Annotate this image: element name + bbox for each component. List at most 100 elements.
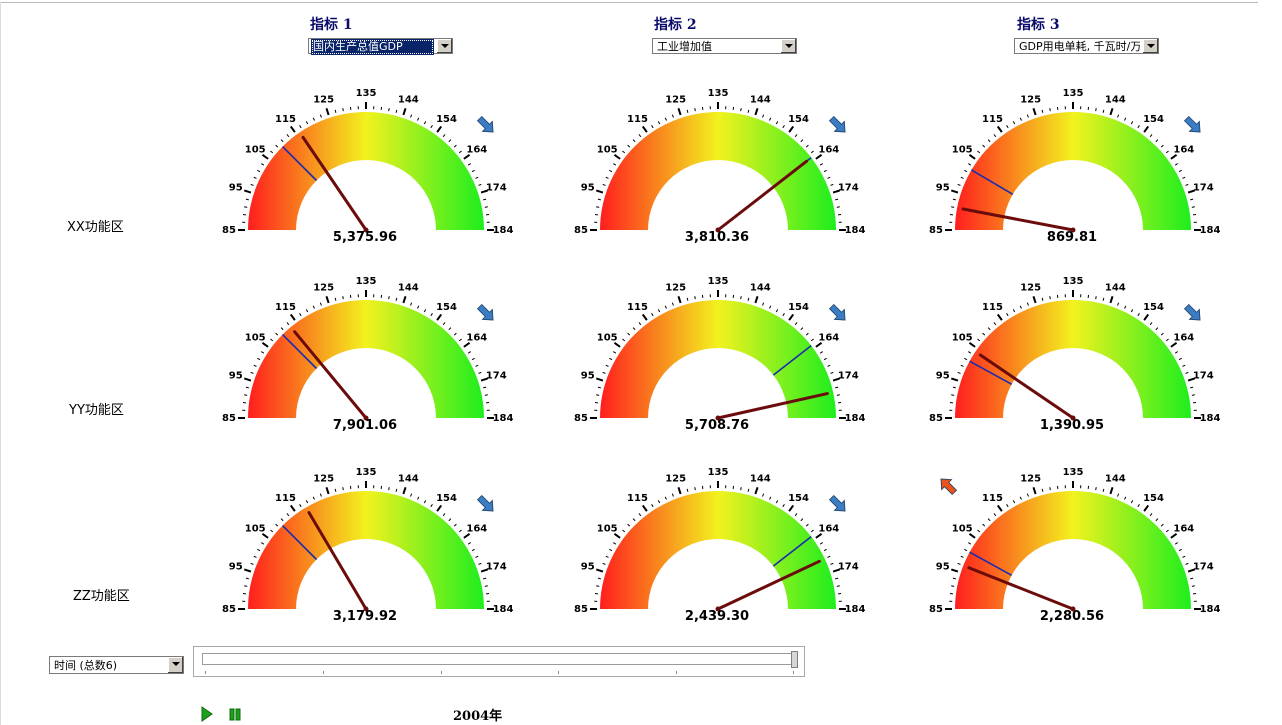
gauge-minor-tick <box>286 134 290 138</box>
gauge-minor-tick <box>775 121 779 125</box>
pause-icon[interactable] <box>228 708 242 721</box>
gauge-tick-label: 115 <box>982 114 1003 125</box>
gauge-minor-tick <box>952 386 956 389</box>
gauge-minor-tick <box>769 305 772 309</box>
gauge-minor-tick <box>747 297 750 301</box>
play-icon[interactable] <box>200 706 214 722</box>
gauge-minor-tick <box>1160 523 1164 527</box>
slider-thumb[interactable] <box>791 651 798 668</box>
gauge-minor-tick <box>1095 296 1097 300</box>
slider-track[interactable] <box>202 653 792 665</box>
gauge-major-tick <box>1032 486 1037 495</box>
gauge-minor-tick <box>1190 577 1194 580</box>
gauge-minor-tick <box>1102 488 1105 492</box>
gauge-minor-tick <box>1137 313 1140 317</box>
gauge-minor-tick <box>664 305 667 309</box>
gauge-minor-tick <box>1124 305 1127 309</box>
gauge-minor-tick <box>467 542 471 545</box>
gauge-minor-tick <box>835 577 839 580</box>
gauge-minor-tick <box>835 386 839 389</box>
gauge-major-tick <box>641 504 648 512</box>
gauge-minor-tick <box>319 493 322 497</box>
gauge-minor-tick <box>740 296 742 300</box>
gauge-minor-tick <box>686 488 689 492</box>
gauge-target-marker <box>281 333 318 370</box>
gauge-tick-label: 135 <box>1063 467 1084 478</box>
indicator-2-select[interactable]: 工业增加值 <box>652 38 797 54</box>
gauge-major-tick <box>950 189 959 194</box>
gauge-major-tick <box>641 125 648 133</box>
gauge-minor-tick <box>1019 496 1022 500</box>
gauge-major-tick <box>1109 295 1114 304</box>
slider-tick <box>441 671 442 674</box>
trend-down-arrow-icon <box>1183 303 1201 321</box>
gauge-minor-tick <box>810 150 814 154</box>
chevron-down-icon[interactable] <box>167 657 183 673</box>
gauge-minor-tick <box>1160 332 1164 336</box>
gauge-band <box>248 112 484 230</box>
gauge-minor-tick <box>388 487 390 491</box>
gauge-minor-tick <box>286 322 290 326</box>
gauge-tick-label: 144 <box>1105 283 1126 294</box>
gauge-value: 1,390.95 <box>1039 418 1105 433</box>
gauge-minor-tick <box>1095 487 1097 491</box>
gauge-minor-tick <box>1178 169 1182 173</box>
gauge-major-tick <box>463 341 471 348</box>
trend-down-arrow-icon <box>476 115 494 133</box>
time-select[interactable]: 时间 (总数6) <box>49 656 184 674</box>
chevron-down-icon[interactable] <box>436 39 452 53</box>
gauge-minor-tick <box>1049 487 1051 491</box>
gauge-band <box>600 491 836 609</box>
gauge-major-tick <box>325 295 330 304</box>
gauge-minor-tick <box>1178 357 1182 361</box>
gauge-minor-tick <box>471 169 475 173</box>
gauge-needle <box>978 353 1075 420</box>
gauge-minor-tick <box>1182 364 1186 367</box>
gauge-tick-label: 164 <box>466 144 487 155</box>
gauge-needle-hub <box>715 415 721 421</box>
gauge-minor-tick <box>671 114 674 118</box>
gauge-minor-tick <box>805 332 809 336</box>
gauge-minor-tick <box>1149 134 1153 138</box>
gauge-minor-tick <box>423 309 427 313</box>
time-slider[interactable] <box>193 646 805 677</box>
gauge-tick-label: 154 <box>788 493 809 504</box>
gauge-major-tick <box>325 107 330 116</box>
gauge-minor-tick <box>275 332 279 336</box>
gauge-xx-indicator-3: 85 95 105 115 125 135 144 154 164 174 184 869.81 <box>929 88 1225 260</box>
gauge-minor-tick <box>782 313 785 317</box>
gauge-tick-label: 125 <box>665 474 686 485</box>
gauge-tick-label: 154 <box>788 114 809 125</box>
gauge-minor-tick <box>775 500 779 504</box>
chevron-down-icon[interactable] <box>1142 39 1158 53</box>
indicator-1-select[interactable]: 国内生产总值GDP <box>308 38 453 55</box>
gauge-minor-tick <box>467 351 471 354</box>
gauge-minor-tick <box>475 176 479 179</box>
gauge-minor-tick <box>794 134 798 138</box>
gauge-needle-hub <box>715 227 721 233</box>
gauge-minor-tick <box>823 169 827 173</box>
gauge-major-tick <box>1187 189 1196 194</box>
gauge-minor-tick <box>1117 302 1120 306</box>
gauge-tick-label: 115 <box>275 114 296 125</box>
gauge-tick-label: 135 <box>356 88 377 99</box>
gauge-major-tick <box>613 532 621 539</box>
gauge-major-tick <box>402 295 407 304</box>
gauge-minor-tick <box>951 206 955 208</box>
gauge-zz-indicator-2: 85 95 105 115 125 135 144 154 164 174 184 2,439.30 <box>574 467 870 639</box>
gauge-minor-tick <box>299 125 302 129</box>
gauge-minor-tick <box>245 386 249 389</box>
gauge-minor-tick <box>602 562 606 565</box>
gauge-minor-tick <box>819 351 823 354</box>
gauge-minor-tick <box>261 542 265 545</box>
gauge-minor-tick <box>993 134 997 138</box>
gauge-major-tick <box>815 153 823 160</box>
gauge-tick-label: 85 <box>929 413 943 424</box>
indicator-3-select[interactable]: GDP用电单耗, 千瓦时/万 <box>1014 38 1159 54</box>
gauge-tick-label: 154 <box>1143 493 1164 504</box>
gauge-minor-tick <box>448 518 452 522</box>
chevron-down-icon[interactable] <box>780 39 796 53</box>
gauge-minor-tick <box>275 523 279 527</box>
gauge-major-tick <box>677 107 682 116</box>
gauge-minor-tick <box>602 183 606 186</box>
